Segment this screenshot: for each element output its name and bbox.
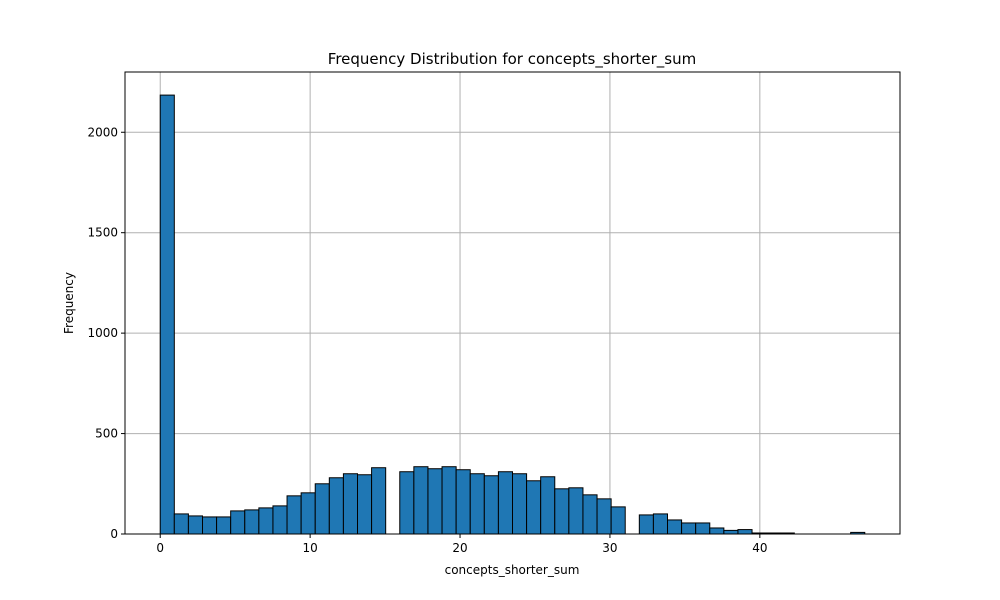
plot-area-frame xyxy=(124,71,901,535)
histogram-bar xyxy=(737,529,753,535)
histogram-bar xyxy=(441,466,457,535)
histogram-bar xyxy=(540,476,556,535)
histogram-bar xyxy=(568,487,584,535)
x-tick-label: 30 xyxy=(602,541,617,555)
histogram-bar xyxy=(582,494,598,535)
x-tick-label: 10 xyxy=(302,541,317,555)
histogram-bar xyxy=(512,473,528,535)
x-tick-label: 40 xyxy=(752,541,767,555)
histogram-bar xyxy=(216,516,232,535)
histogram-bar xyxy=(596,498,612,535)
histogram-bar xyxy=(681,522,697,535)
histogram-bar xyxy=(638,514,654,535)
histogram-bar xyxy=(399,471,415,535)
x-axis-ticks: 0 10 20 30 40 xyxy=(156,534,767,555)
histogram-bar xyxy=(723,529,739,535)
histogram-bar xyxy=(554,488,570,535)
histogram-bar xyxy=(159,94,175,535)
histogram-bar xyxy=(258,507,274,535)
histogram-bar xyxy=(652,513,669,535)
histogram-bar xyxy=(695,522,711,535)
histogram-bar xyxy=(286,495,302,535)
histogram-bar xyxy=(173,513,189,535)
histogram-bar xyxy=(497,471,513,535)
histogram-bar xyxy=(413,466,429,535)
histogram-bar xyxy=(328,477,344,535)
x-tick-label: 20 xyxy=(452,541,467,555)
histogram-bar xyxy=(300,492,316,535)
histogram-bar xyxy=(244,509,260,535)
histogram-bar xyxy=(455,469,471,535)
x-axis-label: concepts_shorter_sum xyxy=(445,563,580,577)
histogram-bar xyxy=(483,475,499,535)
histogram-bar xyxy=(230,510,246,535)
histogram-bars xyxy=(159,94,866,535)
histogram-bar xyxy=(314,483,330,535)
chart-title: Frequency Distribution for concepts_shor… xyxy=(328,50,696,69)
y-tick-label: 0 xyxy=(110,527,118,541)
y-tick-label: 500 xyxy=(95,427,118,441)
histogram-bar xyxy=(272,505,288,535)
histogram-bar xyxy=(427,468,443,535)
histogram-bar xyxy=(526,480,542,535)
y-axis-label: Frequency xyxy=(62,272,76,334)
x-tick-label: 0 xyxy=(156,541,164,555)
y-axis-ticks: 0 500 1000 1500 2000 xyxy=(87,125,125,541)
grid-lines xyxy=(125,72,900,535)
histogram-bar xyxy=(202,516,218,535)
y-tick-label: 1000 xyxy=(87,326,118,340)
histogram-bar xyxy=(371,467,387,535)
histogram-bar xyxy=(469,473,485,535)
y-tick-label: 2000 xyxy=(87,125,118,139)
histogram-bar xyxy=(610,506,626,535)
histogram-bar xyxy=(667,519,683,535)
histogram-bar xyxy=(357,474,373,535)
y-tick-label: 1500 xyxy=(87,226,118,240)
histogram-bar xyxy=(342,473,358,535)
histogram-bar xyxy=(709,527,725,535)
histogram-bar xyxy=(187,515,203,535)
